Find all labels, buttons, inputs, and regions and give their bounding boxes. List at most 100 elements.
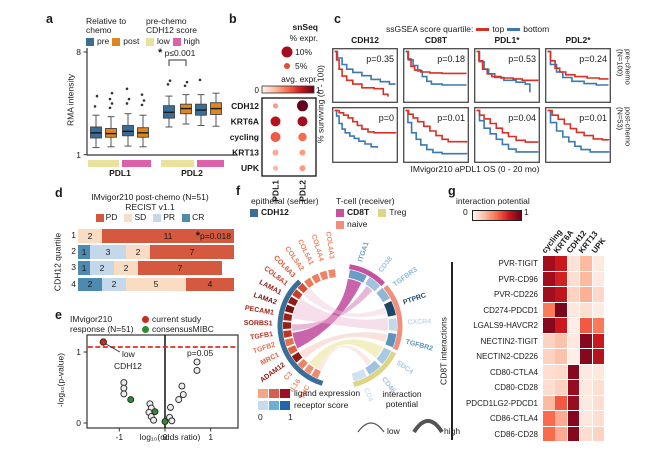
receptor-swatch-high bbox=[280, 401, 290, 411]
heatmap-cell bbox=[543, 364, 555, 380]
treg-label: Treg bbox=[389, 207, 407, 217]
ligand-segment-COL5A2 bbox=[304, 277, 315, 288]
cdh12-swatch bbox=[250, 208, 258, 217]
heatmap-cell bbox=[567, 364, 580, 380]
heatmap-cell bbox=[543, 349, 555, 364]
heatmap-cell bbox=[580, 302, 592, 318]
expression-dot bbox=[272, 149, 279, 156]
gene-point-open bbox=[179, 391, 187, 399]
p-value-label: p=0 bbox=[379, 113, 394, 123]
heatmap-cell bbox=[592, 380, 605, 395]
heatmap-cell bbox=[543, 426, 555, 442]
heatmap-cell bbox=[543, 318, 555, 333]
pr-label: PR bbox=[163, 212, 176, 222]
ligand-segment-TNC bbox=[311, 368, 321, 379]
consensus-legend-item: consensusMIBC bbox=[142, 324, 214, 334]
chord-ribbon bbox=[309, 339, 384, 369]
receptor-segment-CD38 bbox=[365, 277, 381, 292]
boxplot-chart: 8 1 PDL1 PDL2 bbox=[76, 47, 237, 178]
heatmap-cell bbox=[580, 287, 592, 302]
current-study-label: current study bbox=[152, 314, 202, 324]
gene-point-consensus bbox=[161, 418, 169, 426]
legend-cdh12-score-line2: CDH12 score bbox=[146, 25, 198, 35]
heat-scale-gradient bbox=[472, 210, 522, 221]
ligand-segment-ADAM12 bbox=[291, 351, 303, 363]
segment-count: 3 bbox=[105, 246, 111, 257]
quartile-label: 4 bbox=[71, 278, 76, 289]
km-col-cd8t: CD8T bbox=[424, 35, 448, 45]
ligand-segment-LAMA2 bbox=[284, 304, 295, 314]
legend-pre-post: pre post bbox=[86, 36, 139, 46]
size-legend-label: 10% bbox=[295, 47, 312, 57]
heatmap-cell bbox=[580, 364, 592, 380]
p-value-label: p=0.53 bbox=[508, 54, 536, 64]
receptor-segment-CD46 bbox=[365, 360, 381, 375]
gene-label-TGFB1: TGFB1 bbox=[250, 331, 274, 342]
p-value-label: p=0.18 bbox=[437, 54, 465, 64]
heatmap-row-label: PVR-CD96 bbox=[498, 274, 538, 284]
ligand-segment-TGFB1 bbox=[283, 330, 293, 338]
km-curve-bottom bbox=[547, 50, 609, 86]
outlier-dot bbox=[93, 105, 97, 108]
x-tick: -1 bbox=[116, 432, 124, 442]
expression-dot bbox=[272, 165, 279, 171]
bar-segment-sd: 5 bbox=[126, 277, 186, 292]
heatmap-cell bbox=[592, 287, 605, 302]
e-title-line1: IMvigor210 bbox=[70, 314, 113, 324]
heatmap-cell bbox=[592, 271, 605, 287]
heatmap-cell bbox=[555, 364, 567, 380]
receptor-segment-PTPRC bbox=[383, 301, 396, 317]
top-label: top bbox=[492, 24, 505, 34]
significance-annotation-d: *p=0.018 bbox=[196, 230, 231, 242]
significance-bracket bbox=[168, 59, 187, 66]
outer-arc-naive bbox=[383, 284, 403, 351]
heatmap-cell bbox=[555, 256, 567, 271]
heatmap-cell bbox=[555, 380, 567, 395]
snseq-title: snSeq bbox=[292, 22, 318, 32]
plot-border bbox=[545, 107, 611, 163]
panel-e-label: e bbox=[55, 308, 62, 322]
x-tick: 0 bbox=[163, 432, 168, 442]
receiver-legend-row2: naive bbox=[336, 219, 368, 229]
ligand-segment-COL4A3 bbox=[328, 269, 336, 279]
pre-chemo-row-label: pre-chemo (N=100) bbox=[615, 49, 633, 85]
heatmap-cell bbox=[567, 302, 580, 318]
panel-g-label: g bbox=[448, 184, 456, 198]
outer-arc-cdh12_blue bbox=[277, 279, 324, 386]
heatmap-cell bbox=[592, 256, 605, 271]
size-legend-label: 5% bbox=[295, 61, 308, 71]
p-value-label: p=0.35 bbox=[366, 54, 394, 64]
gene-label-SDC4: SDC4 bbox=[395, 360, 414, 376]
e-title-line2: response (N=51) bbox=[70, 324, 134, 334]
segment-count: 5 bbox=[153, 279, 159, 290]
bottom-line-swatch bbox=[507, 28, 521, 31]
km-curve-top bbox=[547, 109, 610, 141]
heatmap-cell bbox=[580, 411, 592, 426]
top-line-swatch bbox=[476, 28, 490, 31]
receptor-segment-CXCR4 bbox=[388, 318, 397, 331]
outlier-dot bbox=[140, 103, 144, 107]
heatmap-cell bbox=[555, 271, 567, 287]
low-label: low bbox=[122, 349, 136, 359]
panel-b-label: b bbox=[229, 12, 237, 26]
outlier-dot bbox=[183, 84, 187, 88]
receiver-legend-row1: CD8T Treg bbox=[336, 207, 407, 217]
cd8t-interactions-label: CD8T interactions bbox=[438, 317, 449, 385]
cdh12-sender-label: CDH12 bbox=[261, 207, 289, 217]
km-curve-top bbox=[476, 109, 539, 143]
segment-count: 7 bbox=[189, 246, 195, 257]
naive-label: naive bbox=[347, 219, 368, 229]
gene-point-open bbox=[193, 367, 201, 374]
bar-segment-pd: 4 bbox=[186, 277, 234, 292]
receptor-swatch-mid bbox=[269, 401, 279, 411]
quartile-label: 2 bbox=[71, 246, 76, 257]
sender-legend-item: CDH12 bbox=[250, 207, 289, 217]
plot-border bbox=[332, 48, 398, 103]
outlier-dot bbox=[198, 78, 202, 82]
outlier-dot bbox=[110, 102, 114, 105]
ligand-segment-IL16 bbox=[304, 364, 315, 375]
heatmap-row-label: LGALS9-HAVCR2 bbox=[473, 321, 538, 330]
km-curve-top bbox=[405, 50, 467, 75]
heatmap-cell bbox=[580, 333, 592, 349]
heatmap-cell bbox=[592, 349, 605, 364]
